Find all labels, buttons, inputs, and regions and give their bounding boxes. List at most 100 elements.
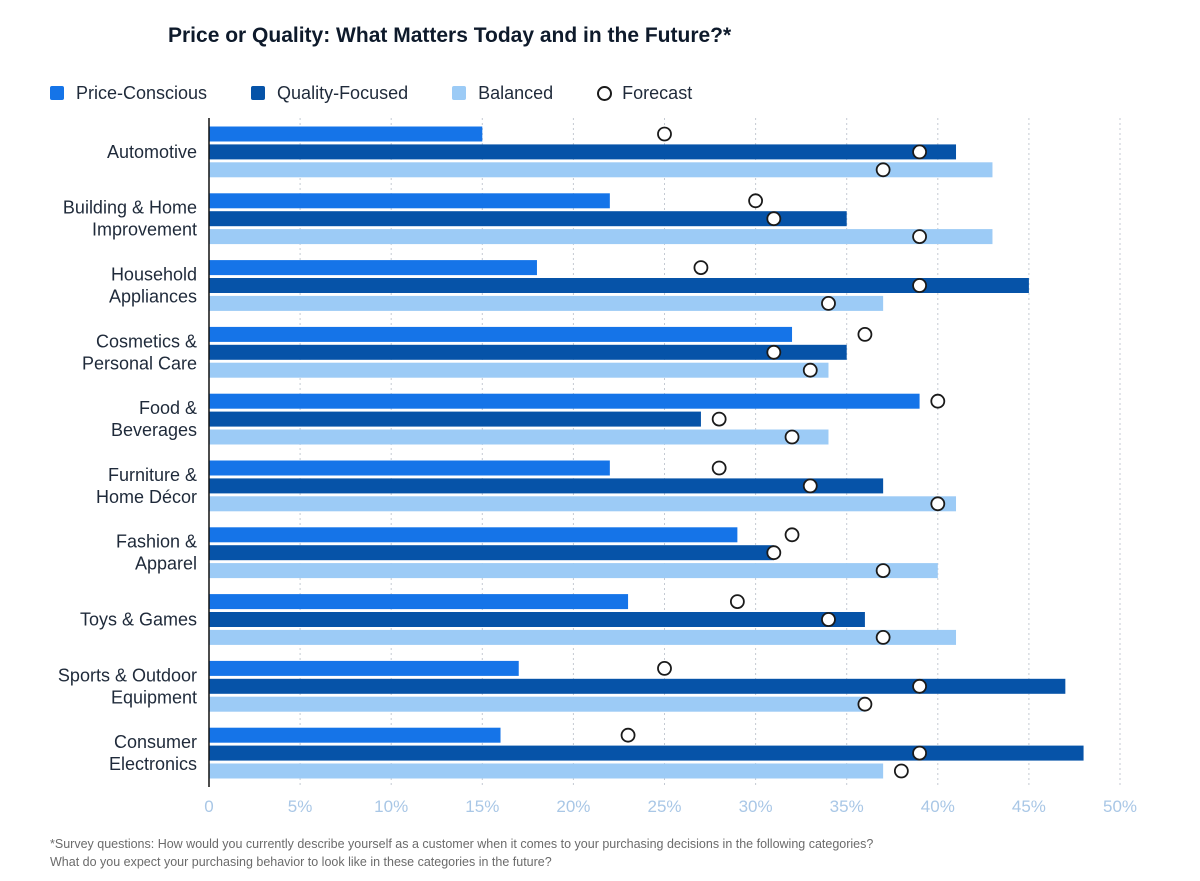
bar-balanced-fashion-apparel: [209, 563, 938, 579]
bar-price-conscious-food-beverages: [209, 393, 920, 409]
forecast-marker-quality-focused-food-beverages: [711, 411, 727, 427]
bar-price-conscious-sports-outdoor-equipment: [209, 660, 519, 676]
forecast-marker-quality-focused-toys-games: [821, 612, 836, 627]
category-label-furniture-home-d-cor: Home Décor: [96, 487, 197, 507]
forecast-marker-balanced-furniture-home-d-cor: [930, 496, 946, 512]
footnote: *Survey questions: How would you current…: [50, 835, 1150, 871]
category-label-automotive: Automotive: [107, 142, 197, 162]
forecast-marker-balanced-consumer-electronics: [893, 763, 909, 779]
category-label-food-beverages: Beverages: [111, 420, 197, 440]
bar-price-conscious-consumer-electronics: [209, 727, 501, 743]
forecast-marker-balanced-fashion-apparel: [875, 563, 891, 578]
x-tick-label: 5%: [288, 797, 313, 816]
legend-label-balanced: Balanced: [478, 82, 554, 103]
x-tick-label: 0: [204, 797, 213, 816]
forecast-marker-balanced-cosmetics-personal-care: [802, 362, 818, 378]
forecast-marker-quality-focused-furniture-home-d-cor: [802, 478, 818, 494]
chart-title: Price or Quality: What Matters Today and…: [168, 24, 732, 47]
legend-swatch-price-conscious: [50, 86, 64, 100]
category-label-consumer-electronics: Consumer: [114, 732, 197, 752]
legend-item-quality-focused: Quality-Focused: [251, 83, 408, 104]
bar-quality-focused-furniture-home-d-cor: [209, 478, 884, 494]
bar-balanced-cosmetics-personal-care: [209, 362, 829, 378]
bar-balanced-food-beverages: [209, 429, 829, 445]
category-label-cosmetics-personal-care: Cosmetics &: [96, 331, 197, 351]
forecast-marker-quality-focused-household-appliances: [912, 278, 927, 293]
forecast-marker-balanced-automotive: [875, 162, 891, 178]
legend-label-forecast: Forecast: [622, 82, 693, 103]
bar-price-conscious-toys-games: [209, 594, 629, 610]
forecast-marker-price-conscious-cosmetics-personal-care: [857, 326, 873, 342]
legend-item-price-conscious: Price-Conscious: [50, 83, 207, 104]
category-label-sports-outdoor-equipment: Sports & Outdoor: [58, 665, 197, 685]
legend-swatch-quality-focused: [251, 86, 266, 100]
forecast-marker-quality-focused-automotive: [912, 144, 927, 160]
forecast-marker-price-conscious-consumer-electronics: [620, 727, 636, 743]
forecast-marker-price-conscious-sports-outdoor-equipment: [657, 661, 672, 676]
x-tick-label: 10%: [374, 797, 408, 816]
x-tick-label: 30%: [739, 797, 773, 816]
bar-balanced-consumer-electronics: [209, 763, 884, 779]
bar-quality-focused-toys-games: [209, 612, 865, 627]
bar-quality-focused-consumer-electronics: [209, 745, 1084, 761]
category-label-consumer-electronics: Electronics: [109, 754, 197, 774]
bar-quality-focused-sports-outdoor-equipment: [209, 678, 1066, 694]
footnote-line: *Survey questions: How would you current…: [50, 837, 874, 851]
category-label-cosmetics-personal-care: Personal Care: [82, 353, 197, 373]
category-label-toys-games: Toys & Games: [80, 610, 197, 630]
x-tick-label: 25%: [647, 797, 681, 816]
legend: Price-Conscious Quality-Focused Balanced…: [50, 80, 736, 106]
category-label-building-home-improvement: Building & Home: [63, 198, 197, 218]
bar-quality-focused-cosmetics-personal-care: [209, 344, 847, 360]
category-label-furniture-home-d-cor: Furniture &: [108, 465, 197, 485]
category-label-household-appliances: Appliances: [109, 287, 197, 307]
category-label-fashion-apparel: Apparel: [135, 554, 197, 574]
x-tick-label: 50%: [1103, 797, 1137, 816]
bar-price-conscious-cosmetics-personal-care: [209, 326, 793, 342]
bar-price-conscious-building-home-improvement: [209, 193, 610, 209]
forecast-marker-price-conscious-household-appliances: [693, 260, 709, 276]
x-tick-label: 35%: [830, 797, 864, 816]
bar-quality-focused-building-home-improvement: [209, 211, 847, 227]
bar-quality-focused-food-beverages: [209, 411, 701, 427]
forecast-marker-price-conscious-toys-games: [729, 594, 745, 609]
bar-balanced-building-home-improvement: [209, 229, 993, 245]
category-label-food-beverages: Food &: [139, 398, 197, 418]
legend-item-forecast: Forecast: [597, 83, 692, 104]
category-label-household-appliances: Household: [111, 265, 197, 285]
forecast-marker-balanced-household-appliances: [821, 295, 836, 311]
legend-label-price-conscious: Price-Conscious: [76, 82, 208, 103]
bar-balanced-furniture-home-d-cor: [209, 496, 957, 512]
legend-marker-forecast: [597, 85, 613, 101]
forecast-marker-quality-focused-building-home-improvement: [766, 211, 782, 227]
bar-balanced-toys-games: [209, 629, 957, 645]
forecast-marker-quality-focused-sports-outdoor-equipment: [912, 678, 927, 694]
forecast-marker-balanced-toys-games: [875, 630, 891, 645]
legend-swatch-balanced: [452, 86, 467, 100]
x-tick-label: 20%: [556, 797, 590, 816]
forecast-marker-quality-focused-consumer-electronics: [912, 745, 927, 761]
bar-price-conscious-fashion-apparel: [209, 527, 738, 543]
forecast-marker-price-conscious-automotive: [657, 126, 672, 142]
bar-balanced-household-appliances: [209, 295, 884, 311]
legend-label-quality-focused: Quality-Focused: [277, 82, 409, 103]
bar-balanced-automotive: [209, 162, 993, 178]
bar-price-conscious-automotive: [209, 126, 483, 142]
forecast-marker-price-conscious-fashion-apparel: [784, 527, 800, 543]
footnote-line: What do you expect your purchasing behav…: [50, 855, 552, 869]
forecast-marker-price-conscious-food-beverages: [930, 393, 946, 409]
forecast-marker-balanced-building-home-improvement: [912, 229, 927, 245]
forecast-marker-quality-focused-cosmetics-personal-care: [766, 344, 782, 360]
bar-balanced-sports-outdoor-equipment: [209, 696, 865, 712]
forecast-marker-balanced-sports-outdoor-equipment: [857, 696, 873, 712]
bar-price-conscious-furniture-home-d-cor: [209, 460, 610, 476]
x-tick-label: 40%: [921, 797, 955, 816]
legend-item-balanced: Balanced: [452, 83, 553, 104]
forecast-marker-price-conscious-building-home-improvement: [748, 193, 763, 209]
forecast-marker-quality-focused-fashion-apparel: [766, 545, 782, 561]
bar-quality-focused-automotive: [209, 144, 957, 160]
bar-price-conscious-household-appliances: [209, 260, 537, 276]
bar-quality-focused-household-appliances: [209, 278, 1029, 293]
x-tick-label: 15%: [465, 797, 499, 816]
